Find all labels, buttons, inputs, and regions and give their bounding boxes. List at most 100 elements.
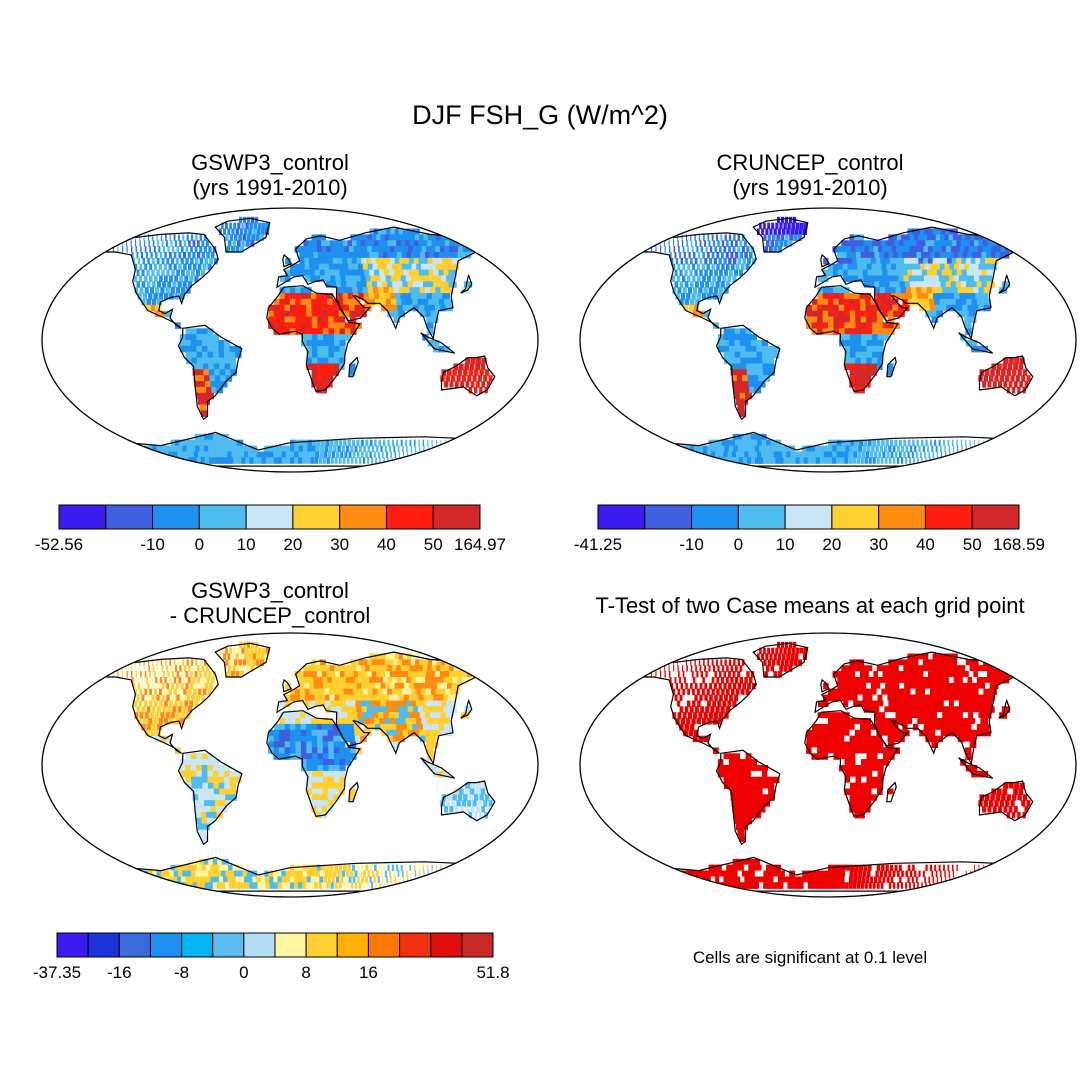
grid-cell (376, 870, 379, 878)
grid-cell (943, 275, 952, 282)
grid-cell (720, 445, 729, 453)
grid-cell (210, 677, 215, 684)
grid-cell (322, 252, 329, 259)
grid-cell (838, 735, 845, 743)
grid-cell (240, 671, 244, 678)
grid-cell (189, 700, 194, 707)
grid-cell (863, 665, 870, 672)
grid-cell (180, 257, 184, 265)
grid-cell (802, 445, 808, 453)
grid-cell (926, 712, 934, 719)
grid-cell (185, 759, 192, 766)
grid-cell (1019, 806, 1023, 813)
grid-cell (171, 257, 175, 265)
grid-cell (737, 659, 741, 666)
grid-cell (866, 316, 873, 323)
grid-cell (207, 392, 214, 400)
grid-cell (377, 688, 385, 696)
grid-cell (186, 694, 190, 702)
grid-cell (250, 216, 255, 224)
grid-cell (259, 659, 265, 666)
grid-cell (861, 770, 867, 778)
grid-cell (318, 682, 325, 690)
grid-cell (978, 439, 980, 447)
grid-cell (880, 682, 887, 690)
grid-cell (471, 240, 482, 247)
grid-cell (975, 257, 984, 265)
grid-cell (872, 240, 879, 247)
grid-cell (317, 328, 324, 335)
grid-cell (767, 234, 772, 241)
grid-cell (156, 457, 165, 464)
grid-cell (143, 451, 153, 458)
grid-cell (872, 776, 878, 784)
panel3-title-line2: - CRUNCEP_control (169, 603, 371, 628)
grid-cell (325, 700, 332, 707)
grid-cell (171, 682, 175, 690)
grid-cell (849, 298, 856, 306)
grid-cell (822, 310, 829, 318)
grid-cell (198, 794, 205, 801)
grid-cell (294, 864, 300, 872)
grid-cell (443, 706, 452, 713)
grid-cell (742, 682, 747, 690)
grid-cell (646, 439, 657, 447)
grid-cell (912, 439, 915, 447)
grid-cell (937, 246, 945, 253)
grid-cell (453, 234, 464, 241)
grid-cell (466, 882, 469, 889)
grid-cell (408, 671, 417, 678)
grid-cell (272, 445, 279, 453)
grid-cell (202, 357, 209, 365)
grid-cell (912, 269, 920, 277)
grid-cell (734, 328, 741, 335)
grid-cell (677, 457, 688, 464)
grid-cell (732, 246, 736, 253)
grid-cell (716, 263, 720, 271)
grid-cell (320, 870, 324, 878)
grid-cell (327, 298, 334, 306)
grid-cell (409, 287, 417, 294)
grid-cell (392, 281, 400, 288)
grid-cell (893, 275, 901, 282)
grid-cell (449, 445, 450, 453)
grid-cell (431, 457, 433, 464)
grid-cell (203, 823, 210, 831)
coastline-uk (820, 253, 831, 268)
grid-cell (371, 659, 380, 666)
grid-cell (139, 688, 143, 696)
grid-cell (216, 870, 224, 878)
grid-cell (397, 706, 405, 713)
grid-cell (317, 369, 323, 376)
grid-cell (886, 298, 893, 306)
grid-cell (806, 310, 813, 318)
grid-cell (917, 457, 919, 464)
grid-cell (356, 257, 364, 265)
grid-cell (356, 665, 364, 672)
grid-cell (877, 351, 884, 359)
grid-cell (689, 694, 693, 702)
grid-cell (269, 451, 275, 458)
grid-cell (212, 858, 220, 866)
grid-cell (317, 322, 324, 329)
grid-cell (887, 735, 894, 743)
grid-cell (859, 665, 865, 672)
grid-cell (839, 759, 846, 766)
grid-cell (185, 682, 189, 690)
grid-cell (147, 234, 149, 241)
grid-cell (356, 682, 364, 690)
grid-cell (853, 700, 860, 707)
grid-cell (855, 328, 862, 335)
grid-cell (940, 228, 950, 235)
grid-cell (845, 439, 851, 447)
grid-cell (185, 328, 192, 335)
grid-cell (335, 246, 342, 253)
grid-cell (225, 794, 232, 801)
grid-cell (149, 275, 153, 282)
grid-cell (858, 659, 864, 666)
grid-cell (328, 263, 336, 271)
grid-cell (650, 864, 661, 872)
grid-cell (340, 700, 347, 707)
grid-cell (218, 340, 225, 347)
grid-cell (429, 252, 438, 259)
